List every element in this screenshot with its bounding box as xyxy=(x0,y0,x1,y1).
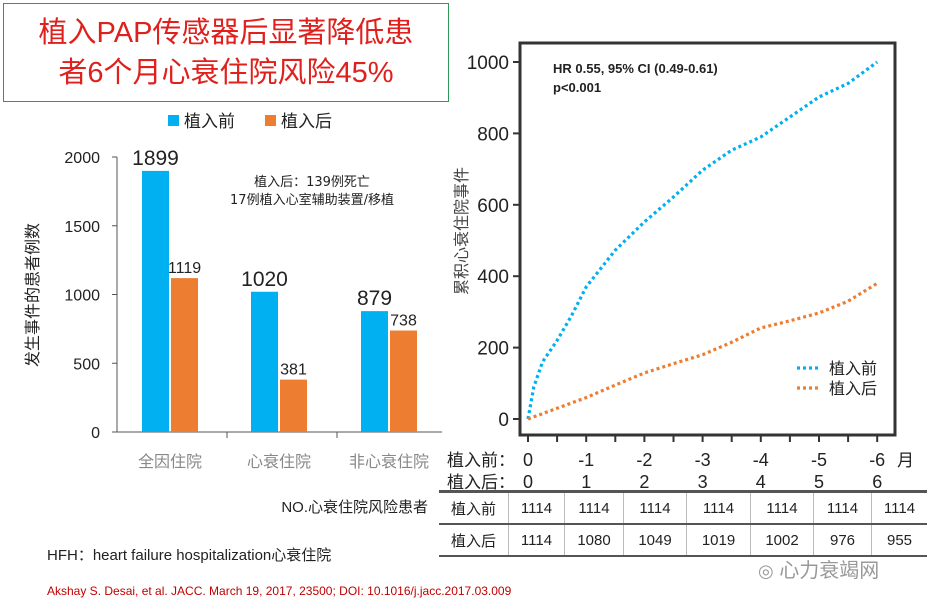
risk-table-label: NO.心衰住院风险患者 xyxy=(281,499,428,516)
line-x-tick-label: 1 xyxy=(581,472,591,492)
x-unit-label: 月 xyxy=(897,451,914,471)
bar-before xyxy=(142,170,169,432)
table-cell: 1114 xyxy=(564,491,624,525)
line-x-tick-label: 3 xyxy=(698,472,708,492)
line-y-axis-title: 累积心衰住院事件 xyxy=(452,167,471,295)
table-cell: 1080 xyxy=(564,524,624,556)
table-row-header: 植入后 xyxy=(439,524,509,556)
table-cell: 1019 xyxy=(686,524,751,556)
risk-table: 植入前 1114 1114 1114 1114 1114 1114 1114 植入后 1114 10… xyxy=(439,490,927,557)
bar-annotation-line-2: 17例植入心室辅助装置/移植 xyxy=(230,192,394,208)
line-y-tick-label: 1000 xyxy=(467,53,509,74)
table-cell: 955 xyxy=(886,531,913,549)
watermark: ◎ 心力衰竭网 xyxy=(758,554,879,583)
line-x-tick-label: 0 xyxy=(523,472,533,492)
line-y-tick-label: 200 xyxy=(477,339,509,360)
table-cell: 1114 xyxy=(623,491,687,525)
legend-swatch-before xyxy=(168,115,179,126)
table-row: 植入前 1114 1114 1114 1114 1114 1114 1114 xyxy=(439,491,927,525)
bar-data-label: 1020 xyxy=(241,268,288,291)
line-y-tick-label: 600 xyxy=(477,196,509,217)
bar-data-label: 738 xyxy=(390,313,417,330)
bar-annotation-line-1: 植入后：139例死亡 xyxy=(254,175,370,190)
p-value-annotation: p<0.001 xyxy=(553,80,601,95)
bar-data-label: 381 xyxy=(280,362,307,379)
bar-category-label: 心衰住院 xyxy=(247,452,311,471)
citation: Akshay S. Desai, et al. JACC. March 19, … xyxy=(47,584,512,598)
table-row: 植入后 1114 1080 1049 1019 1002 976 955 xyxy=(439,524,927,556)
line-y-tick-label: 800 xyxy=(477,124,509,145)
table-cell: 976 xyxy=(813,524,872,556)
bar-y-tick-label: 1000 xyxy=(64,288,100,305)
table-cell: 1114 xyxy=(750,491,814,525)
line-x-tick-label: -3 xyxy=(695,450,711,470)
bar-y-tick-label: 0 xyxy=(91,425,100,442)
footnote: HFH：heart failure hospitalization心衰住院 xyxy=(47,547,332,564)
bar-category-label: 全因住院 xyxy=(138,452,202,471)
line-x-tick-label: -4 xyxy=(753,450,769,470)
bar-after xyxy=(280,379,307,432)
table-cell: 1114 xyxy=(813,491,872,525)
bar-before xyxy=(251,291,278,432)
legend-swatch-after xyxy=(265,115,276,126)
line-y-tick-label: 400 xyxy=(477,267,509,288)
bar-category-label: 非心衰住院 xyxy=(349,452,429,471)
line-x-tick-label: -6 xyxy=(869,450,885,470)
wechat-icon: ◎ xyxy=(758,561,774,581)
bar-y-tick-label: 1500 xyxy=(64,219,100,236)
bar-data-label: 1119 xyxy=(168,260,201,277)
line-x-tick-label: 5 xyxy=(814,472,824,492)
table-row-header: 植入前 xyxy=(439,491,509,525)
title-line-1: 植入PAP传感器后显著降低患 xyxy=(38,17,414,49)
bar-y-tick-label: 2000 xyxy=(64,150,100,167)
line-series-before xyxy=(526,60,879,420)
table-cell: 1114 xyxy=(871,491,927,525)
line-legend-label: 植入前 xyxy=(829,359,877,378)
bar-data-label: 1899 xyxy=(132,147,179,170)
watermark-text: 心力衰竭网 xyxy=(779,560,880,582)
table-cell: 1114 xyxy=(508,524,565,556)
title-box: 植入PAP传感器后显著降低患 者6个月心衰住院风险45% xyxy=(3,3,449,102)
x-row-label: 植入前： xyxy=(447,451,515,471)
bar-y-axis-title: 发生事件的患者例数 xyxy=(23,223,42,367)
table-cell: 1114 xyxy=(508,491,565,525)
hr-annotation: HR 0.55, 95% CI (0.49-0.61) xyxy=(553,61,718,76)
table-cell: 1049 xyxy=(623,524,687,556)
line-x-tick-label: -5 xyxy=(811,450,827,470)
line-x-tick-label: 0 xyxy=(523,450,533,470)
line-x-tick-label: -2 xyxy=(636,450,652,470)
bar-after xyxy=(171,278,198,432)
bar-after xyxy=(390,330,417,432)
x-row-label: 植入后： xyxy=(447,473,515,493)
line-plot-frame xyxy=(518,41,897,437)
table-cell: 1002 xyxy=(750,524,814,556)
line-x-tick-label: 6 xyxy=(872,472,882,492)
line-y-tick-label: 0 xyxy=(498,410,509,431)
legend-label: 植入后 xyxy=(281,112,332,132)
line-x-tick-label: -1 xyxy=(578,450,594,470)
bar-data-label: 879 xyxy=(357,287,392,310)
line-x-tick-label: 4 xyxy=(756,472,766,492)
line-series-after xyxy=(527,281,879,421)
title-line-2: 者6个月心衰住院风险45% xyxy=(58,57,394,89)
bar-y-tick-label: 500 xyxy=(73,356,100,373)
line-x-tick-label: 2 xyxy=(639,472,649,492)
table-cell: 1114 xyxy=(686,491,751,525)
bar-before xyxy=(361,311,388,432)
legend-label: 植入前 xyxy=(184,112,235,132)
line-legend-label: 植入后 xyxy=(829,379,877,398)
